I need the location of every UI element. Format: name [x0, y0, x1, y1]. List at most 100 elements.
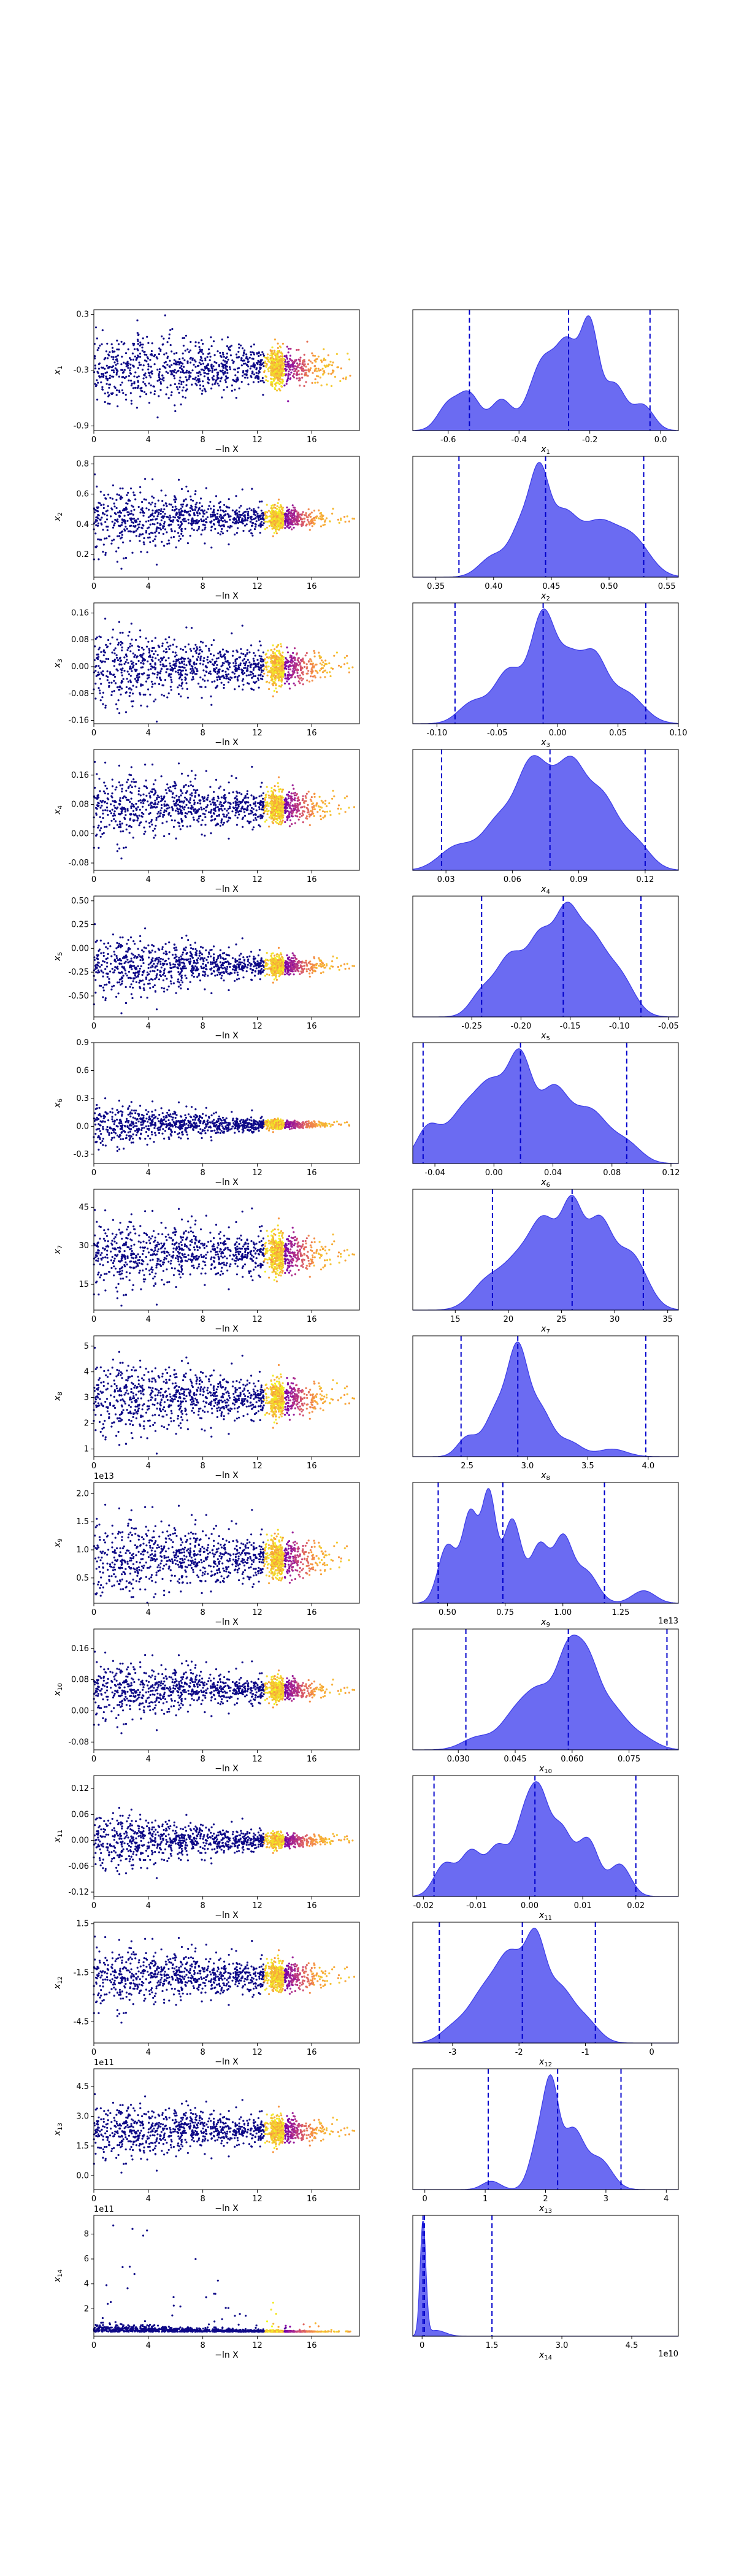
scatter-point — [99, 678, 101, 680]
scatter-point — [178, 379, 181, 382]
scatter-point — [132, 521, 135, 524]
scatter-point — [183, 663, 186, 665]
scatter-point — [285, 366, 288, 368]
scatter-point — [96, 657, 98, 659]
scatter-point — [304, 514, 306, 516]
scatter-point — [226, 369, 229, 372]
scatter-point — [161, 374, 164, 377]
scatter-point — [261, 781, 263, 784]
scatter-point — [304, 654, 307, 657]
scatter-point — [164, 659, 167, 662]
scatter-point — [207, 656, 209, 658]
scatter-point — [204, 834, 206, 837]
scatter-point — [183, 785, 185, 788]
scatter-point — [222, 353, 224, 356]
scatter-point — [301, 679, 303, 681]
scatter-point — [287, 678, 289, 681]
scatter-point — [324, 676, 326, 678]
scatter-point — [278, 821, 281, 824]
y-tick-label: 0.08 — [71, 635, 89, 645]
scatter-point — [142, 343, 144, 346]
scatter-point — [304, 665, 306, 668]
scatter-point — [142, 524, 145, 527]
scatter-point — [264, 799, 266, 801]
x-tick-label: 8 — [201, 435, 205, 445]
scatter-point — [111, 369, 113, 372]
scatter-point — [117, 405, 119, 408]
scatter-point — [325, 805, 328, 808]
scatter-point — [190, 499, 193, 501]
scatter-point — [262, 651, 264, 654]
scatter-point — [108, 355, 110, 357]
scatter-point — [111, 347, 114, 349]
scatter-point — [239, 344, 242, 347]
scatter-point — [314, 378, 316, 380]
scatter-point — [175, 837, 177, 840]
scatter-point — [298, 373, 301, 375]
scatter-point — [100, 381, 102, 383]
scatter-point — [245, 353, 248, 356]
scatter-point — [241, 347, 244, 350]
scatter-point — [223, 653, 226, 656]
scatter-point — [165, 393, 167, 396]
scatter-point — [132, 513, 134, 516]
scatter-point — [244, 667, 247, 669]
scatter-point — [221, 532, 224, 535]
scatter-point — [331, 369, 334, 372]
scatter-point — [250, 509, 253, 512]
scatter-point — [223, 356, 225, 358]
scatter-point — [175, 645, 178, 648]
scatter-point — [253, 343, 255, 346]
scatter-point — [153, 355, 155, 358]
scatter-point — [228, 661, 230, 664]
scatter-point — [310, 675, 312, 678]
scatter-point — [210, 529, 212, 532]
scatter-point — [276, 822, 278, 824]
scatter-point — [131, 638, 133, 641]
scatter-point — [185, 682, 188, 684]
scatter-point — [316, 381, 319, 384]
scatter-point — [335, 353, 339, 355]
x-tick-label: 4 — [146, 582, 151, 591]
scatter-point — [242, 359, 244, 362]
scatter-point — [125, 398, 128, 401]
scatter-point — [290, 371, 293, 374]
scatter-point — [191, 359, 194, 361]
scatter-point — [98, 687, 100, 689]
scatter-point — [259, 514, 262, 517]
scatter-point — [211, 383, 214, 386]
scatter-point — [142, 364, 145, 367]
scatter-point — [183, 520, 185, 523]
scatter-point — [175, 386, 178, 388]
scatter-point — [312, 521, 315, 524]
scatter-point — [278, 371, 280, 374]
scatter-point — [110, 366, 113, 369]
scatter-point — [291, 359, 293, 362]
scatter-point — [281, 355, 284, 358]
scatter-point — [185, 334, 187, 337]
scatter-point — [202, 813, 204, 815]
scatter-point — [102, 654, 105, 656]
scatter-point — [101, 386, 104, 388]
scatter-point — [215, 516, 217, 518]
scatter-point — [246, 669, 248, 671]
scatter-point — [132, 666, 134, 669]
scatter-point — [143, 785, 145, 788]
scatter-point — [153, 827, 156, 830]
scatter-point — [151, 478, 154, 481]
scatter-point — [156, 358, 159, 360]
scatter-point — [116, 850, 118, 853]
scatter-point — [190, 780, 192, 783]
scatter-point — [137, 367, 139, 369]
scatter-point — [194, 508, 196, 511]
scatter-point — [160, 795, 163, 798]
scatter-point — [98, 347, 100, 350]
scatter-point — [284, 363, 286, 366]
scatter-point — [93, 357, 96, 360]
scatter-point — [305, 672, 308, 675]
scatter-point — [146, 356, 148, 359]
scatter-point — [128, 673, 130, 675]
scatter-point — [113, 350, 116, 353]
scatter-point — [150, 821, 153, 823]
scatter-point — [328, 662, 331, 665]
